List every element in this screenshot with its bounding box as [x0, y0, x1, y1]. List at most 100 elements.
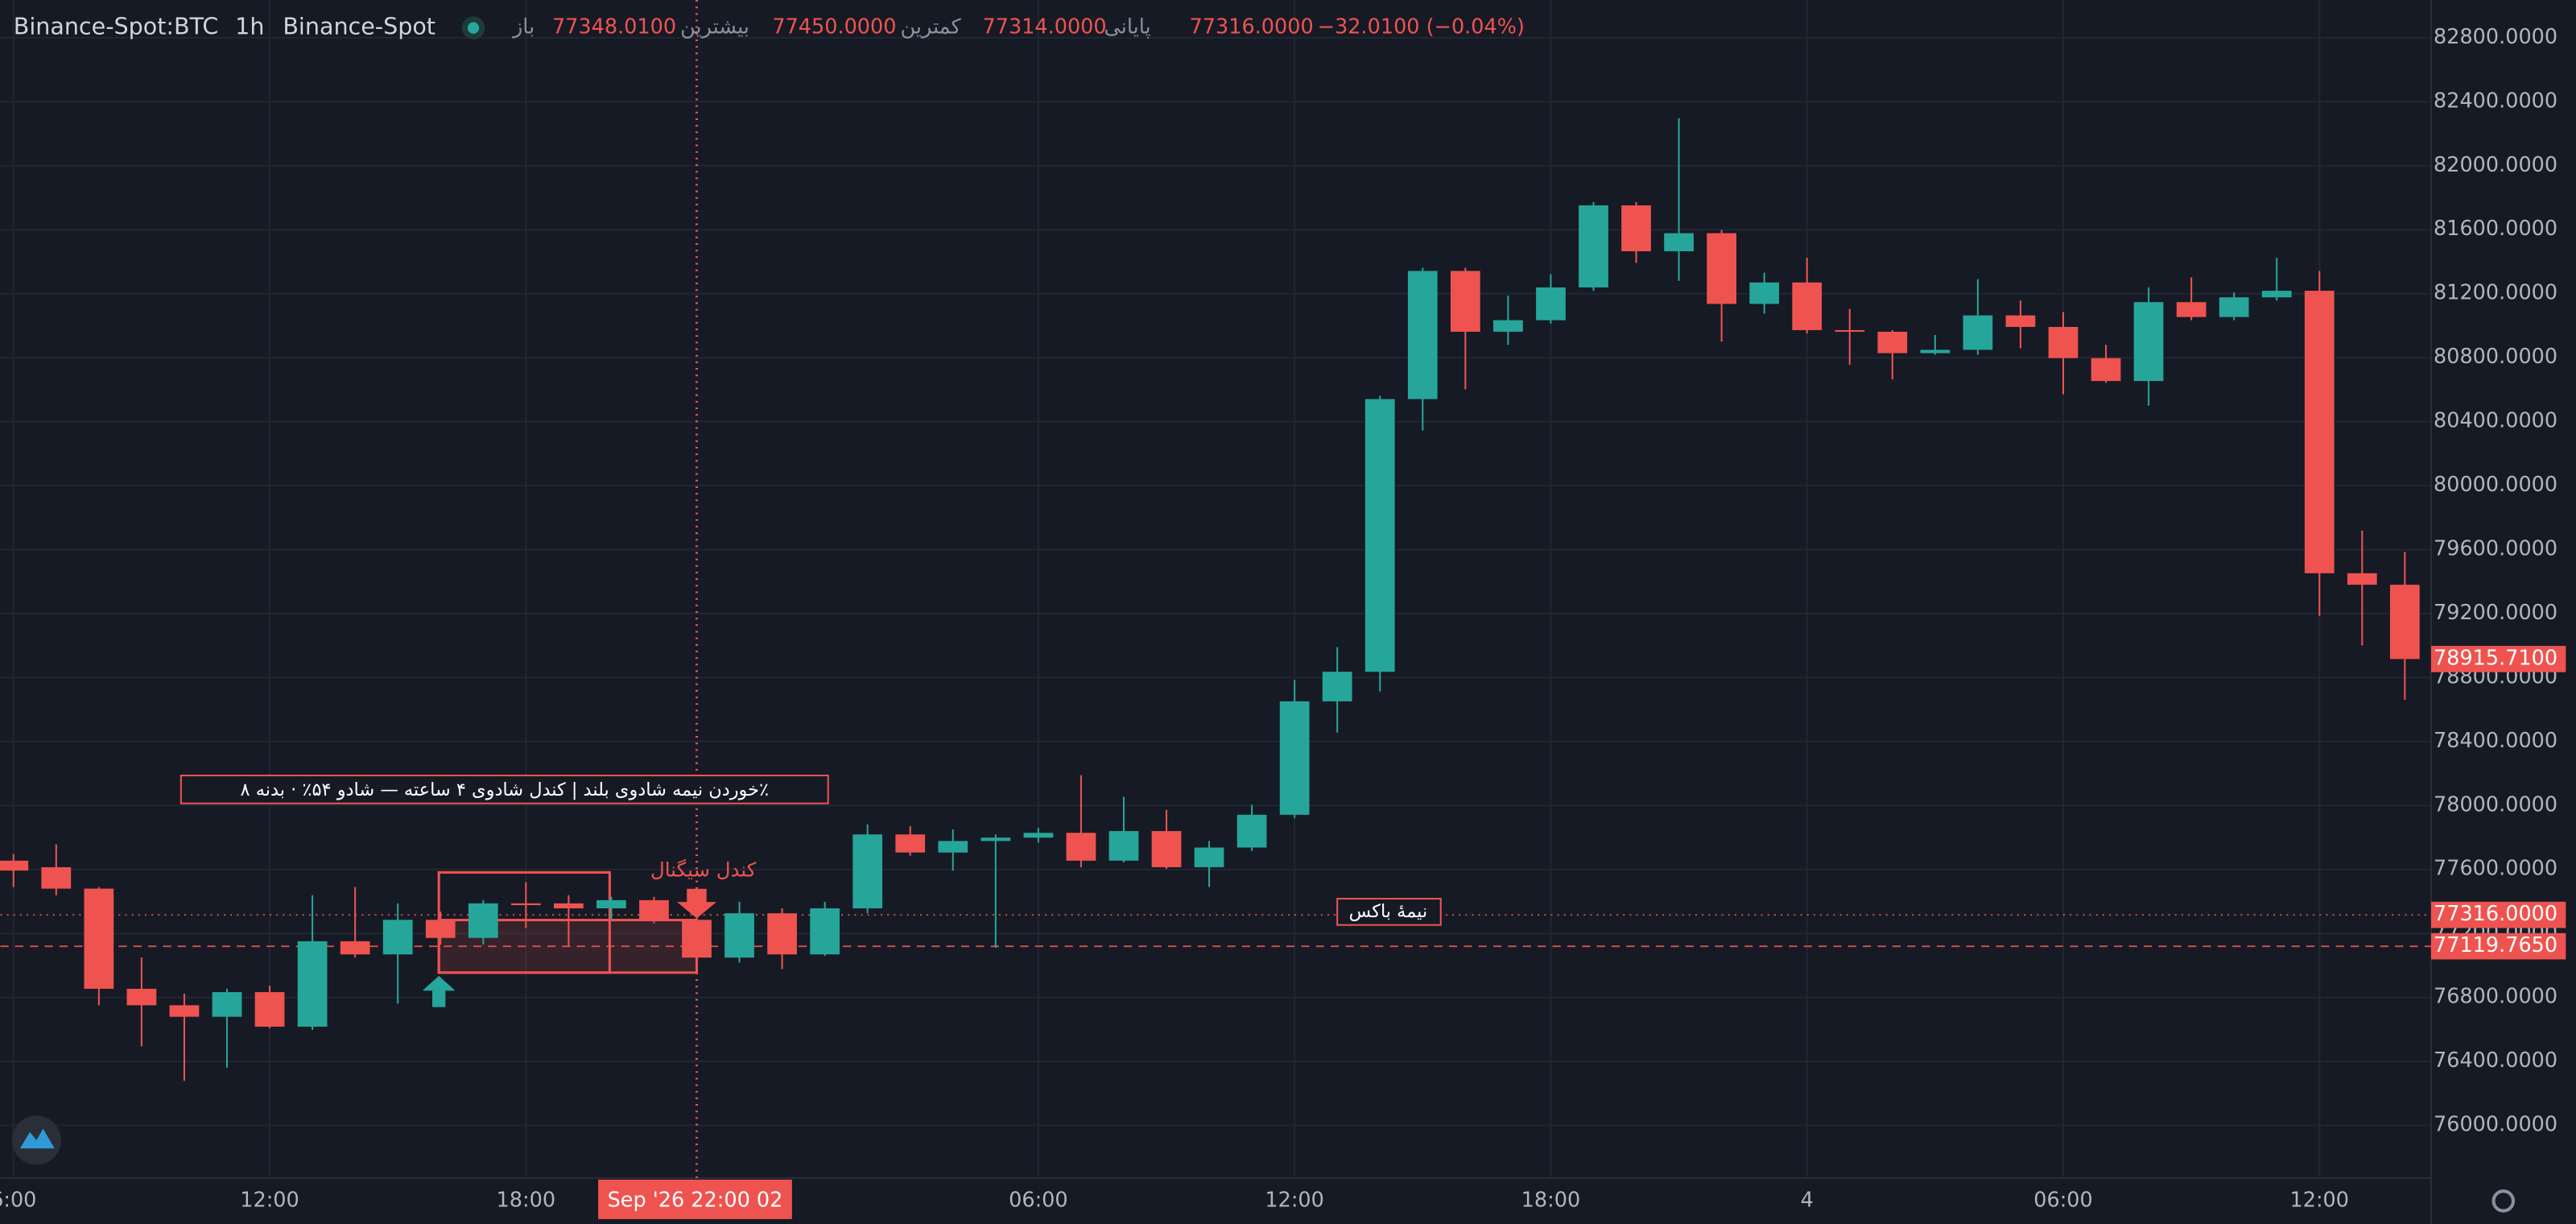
interval: 1h: [235, 13, 264, 40]
candle-body: [212, 992, 242, 1017]
y-tick-label: 81600.0000: [2434, 217, 2557, 241]
candle-body: [1279, 701, 1310, 815]
y-tick-label: 76400.0000: [2434, 1048, 2557, 1073]
candle-body: [767, 913, 797, 955]
y-tick-label: 82000.0000: [2434, 153, 2557, 177]
logo-icon: [19, 1128, 55, 1149]
price-line-label-bg: [2431, 901, 2566, 928]
candle-body: [1066, 833, 1096, 861]
candle-body: [2005, 315, 2036, 327]
candle-body: [2347, 573, 2377, 585]
settings-icon[interactable]: [2491, 1189, 2516, 1213]
crosshair-label: Sep '26 22:00 02: [608, 1188, 783, 1212]
candle-body: [1151, 831, 1182, 867]
candle-body: [84, 888, 114, 989]
candle-body: [1749, 282, 1780, 304]
y-tick-label: 76000.0000: [2434, 1113, 2557, 1137]
candle-body: [1920, 349, 1951, 354]
x-tick-label: 4: [1801, 1188, 1814, 1212]
candle-body: [1108, 831, 1139, 861]
y-tick-label: 82400.0000: [2434, 89, 2557, 113]
candle-body: [382, 920, 413, 955]
candle-body: [810, 908, 840, 955]
x-tick-label: 6:00: [0, 1188, 36, 1212]
candle-body: [41, 866, 72, 889]
open-value: 77348.0100: [552, 15, 676, 39]
x-tick-label: 12:00: [2290, 1188, 2350, 1212]
candle-body: [1877, 331, 1908, 354]
candle-body: [1493, 320, 1523, 332]
candle-body: [639, 899, 669, 920]
y-tick-label: 81200.0000: [2434, 281, 2557, 305]
low-label: کمترین: [900, 15, 961, 39]
candle-body: [1963, 315, 1993, 350]
price-line-label: 77119.7650: [2434, 933, 2557, 957]
y-tick-label: 78000.0000: [2434, 792, 2557, 817]
candle-body: [1835, 329, 1865, 333]
candle-body: [1236, 814, 1267, 848]
candle-body: [2219, 297, 2249, 317]
candle-body: [2261, 291, 2292, 298]
candle-body: [169, 1005, 200, 1017]
y-tick-label: 76800.0000: [2434, 985, 2557, 1009]
high-label: بیشترین: [680, 15, 749, 39]
candle-body: [597, 899, 626, 908]
candle-body: [2133, 302, 2164, 382]
exchange: Binance-Spot: [283, 13, 436, 40]
candle-body: [1792, 282, 1823, 330]
candle-body: [1023, 833, 1054, 838]
x-tick-label: 12:00: [1265, 1188, 1323, 1212]
candle-body: [1407, 271, 1438, 399]
candle-body: [468, 903, 498, 938]
signal-arrow-down: [677, 888, 716, 919]
info-box: [180, 774, 829, 804]
candle-body: [254, 992, 285, 1027]
candle-body: [1579, 205, 1608, 287]
x-tick-label: 12:00: [240, 1188, 299, 1212]
x-tick-label: 18:00: [497, 1188, 556, 1212]
candle-body: [2390, 585, 2420, 660]
candle-body: [895, 834, 926, 853]
x-tick-label: 18:00: [1521, 1188, 1581, 1212]
candle-body: [938, 841, 968, 853]
signal-label: کندل سیگنال: [650, 858, 757, 881]
candle-body: [1364, 399, 1395, 672]
low-value: 77314.0000: [983, 15, 1107, 39]
candle-body: [297, 941, 328, 1027]
crosshair-label-bg: [598, 1179, 792, 1219]
candle-body: [1621, 205, 1651, 252]
x-tick-label: 06:00: [2033, 1188, 2092, 1212]
candle-body: [510, 903, 541, 906]
status-dot: [467, 22, 480, 34]
candle-body: [724, 913, 754, 958]
signal-arrow-up: [422, 975, 456, 1007]
candle-body: [554, 903, 584, 908]
close-label: پایانی: [1104, 15, 1150, 39]
close-value: 77316.0000: [1190, 15, 1314, 39]
y-tick-label: 79200.0000: [2434, 601, 2557, 625]
candle-body: [1664, 233, 1694, 252]
candle-body: [2304, 291, 2334, 573]
price-line-label: 77316.0000: [2434, 902, 2557, 926]
symbol: Binance-Spot:BTC: [14, 13, 219, 40]
candle-body: [126, 988, 157, 1006]
x-tick-label: 06:00: [1009, 1188, 1068, 1212]
y-tick-label: 78400.0000: [2434, 729, 2557, 753]
y-tick-label: 82800.0000: [2434, 25, 2557, 49]
candle-body: [0, 860, 29, 871]
price-line-label-bg: [2431, 932, 2566, 960]
candle-body: [1536, 287, 1566, 320]
y-tick-label: 80000.0000: [2434, 473, 2557, 497]
y-tick-label: 80800.0000: [2434, 345, 2557, 369]
last-price-bg: [2431, 646, 2566, 672]
candle-body: [340, 941, 370, 955]
half-box-label: نیمهٔ باکس: [1349, 901, 1428, 922]
candle-body: [1194, 847, 1224, 867]
candle-body: [425, 920, 456, 938]
candle-body: [852, 834, 883, 908]
y-tick-label: 77600.0000: [2434, 857, 2557, 881]
candle-body: [980, 837, 1011, 842]
